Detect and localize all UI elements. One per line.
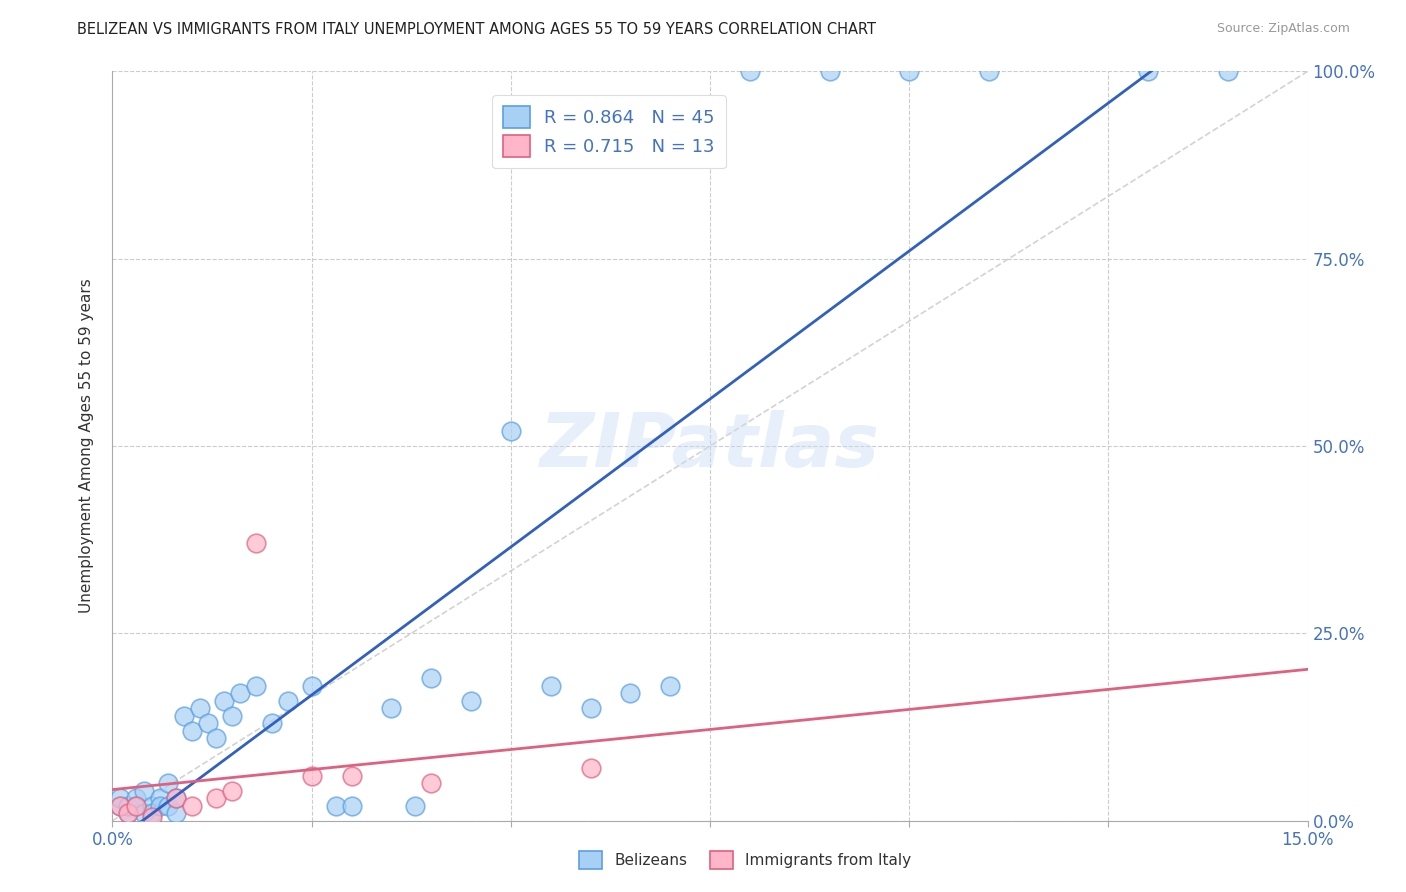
Point <box>420 671 443 685</box>
Point <box>134 806 156 821</box>
Point <box>579 701 602 715</box>
Point <box>141 798 163 813</box>
Point <box>221 783 243 797</box>
Point <box>117 806 139 821</box>
Legend: Belizeans, Immigrants from Italy: Belizeans, Immigrants from Italy <box>572 845 918 875</box>
Point <box>134 783 156 797</box>
Point <box>1216 64 1239 78</box>
Point <box>181 723 204 738</box>
Point <box>619 686 641 700</box>
Point <box>157 798 180 813</box>
Point <box>110 798 132 813</box>
Point <box>188 701 211 715</box>
Point <box>141 806 163 821</box>
Point <box>898 64 921 78</box>
Point <box>125 798 148 813</box>
Point <box>499 424 522 438</box>
Point <box>420 776 443 790</box>
Point <box>149 791 172 805</box>
Point <box>173 708 195 723</box>
Point <box>165 806 187 821</box>
Point <box>110 791 132 805</box>
Point <box>818 64 841 78</box>
Point <box>181 798 204 813</box>
Point <box>579 761 602 775</box>
Point <box>141 810 163 824</box>
Text: ZIPatlas: ZIPatlas <box>540 409 880 483</box>
Point <box>1137 64 1160 78</box>
Point <box>117 798 139 813</box>
Point <box>221 708 243 723</box>
Point <box>197 716 219 731</box>
Text: Source: ZipAtlas.com: Source: ZipAtlas.com <box>1216 22 1350 36</box>
Point <box>404 798 426 813</box>
Point <box>540 679 562 693</box>
Point <box>380 701 402 715</box>
Point <box>977 64 1000 78</box>
Point <box>460 694 482 708</box>
Point <box>212 694 235 708</box>
Point <box>117 806 139 821</box>
Point <box>301 679 323 693</box>
Point <box>245 679 267 693</box>
Point <box>165 791 187 805</box>
Point <box>110 798 132 813</box>
Point <box>340 769 363 783</box>
Point <box>245 536 267 550</box>
Text: BELIZEAN VS IMMIGRANTS FROM ITALY UNEMPLOYMENT AMONG AGES 55 TO 59 YEARS CORRELA: BELIZEAN VS IMMIGRANTS FROM ITALY UNEMPL… <box>77 22 876 37</box>
Point <box>149 798 172 813</box>
Point <box>125 791 148 805</box>
Point <box>125 798 148 813</box>
Point <box>659 679 682 693</box>
Point <box>205 731 228 746</box>
Point <box>301 769 323 783</box>
Point <box>157 776 180 790</box>
Point <box>277 694 299 708</box>
Point <box>738 64 761 78</box>
Legend: R = 0.864   N = 45, R = 0.715   N = 13: R = 0.864 N = 45, R = 0.715 N = 13 <box>492 95 725 169</box>
Y-axis label: Unemployment Among Ages 55 to 59 years: Unemployment Among Ages 55 to 59 years <box>79 278 94 614</box>
Point <box>325 798 347 813</box>
Point <box>229 686 252 700</box>
Point <box>205 791 228 805</box>
Point <box>165 791 187 805</box>
Point <box>340 798 363 813</box>
Point <box>260 716 283 731</box>
